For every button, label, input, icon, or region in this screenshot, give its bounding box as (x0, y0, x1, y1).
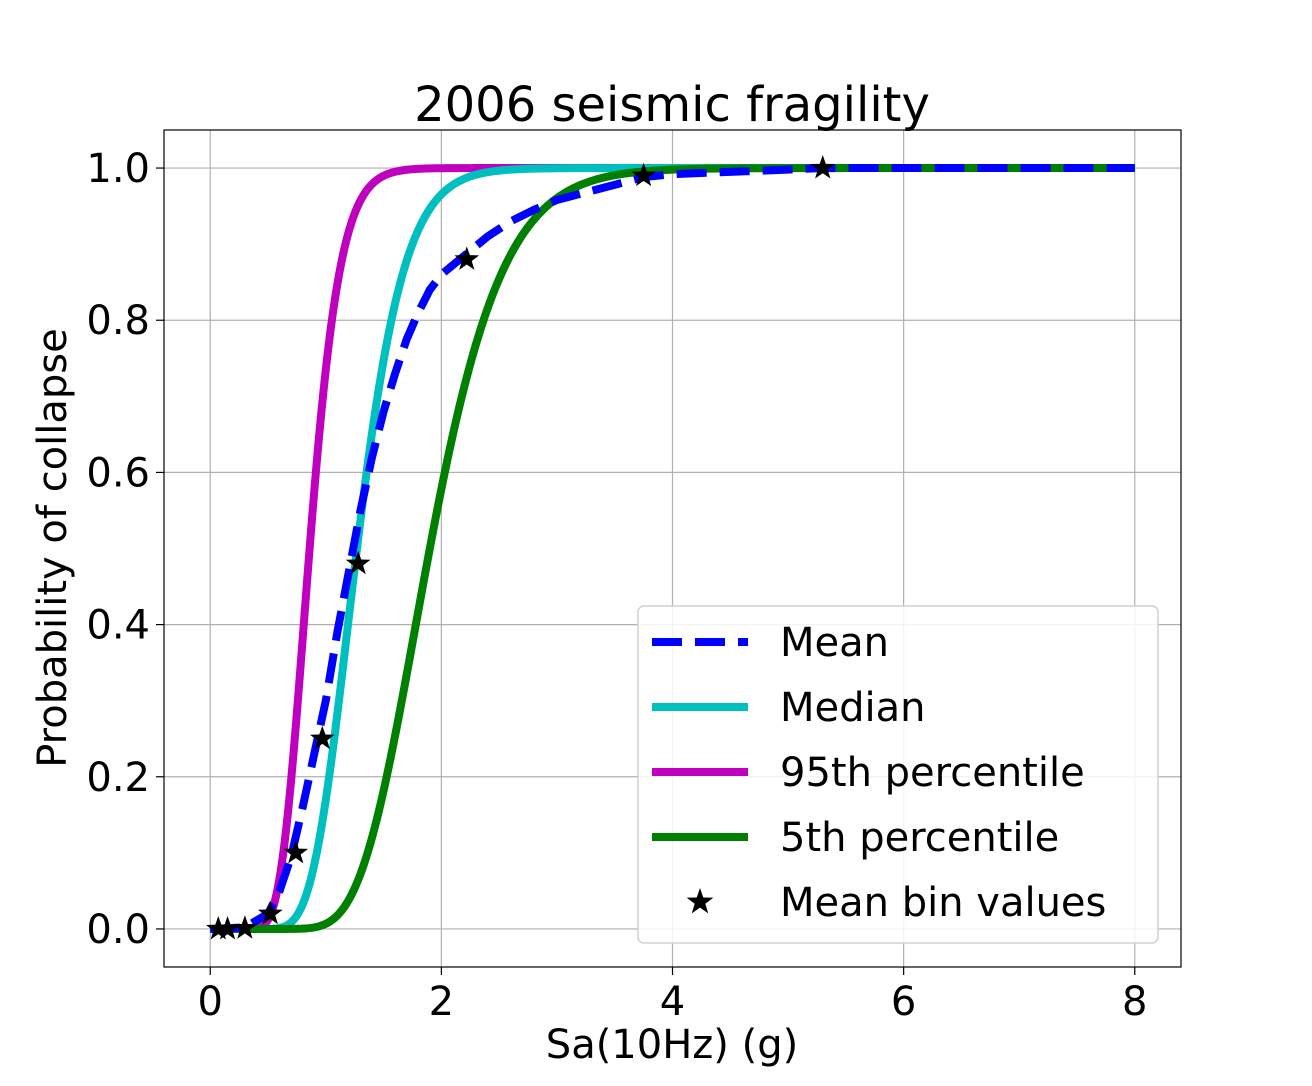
y-tick-label: 0.0 (86, 907, 150, 953)
legend-label-mean: Mean (780, 620, 889, 666)
legend-swatch-mean-bin-values (686, 888, 714, 914)
mean-bin-values-marker (205, 915, 231, 940)
x-tick-label: 2 (429, 979, 454, 1025)
mean-line (210, 164, 1135, 933)
axis-ticks: 0 2 4 6 8 0.0 0.2 0.4 0.6 0.8 1.0 (86, 146, 1147, 1025)
mean-bin-values-marker (810, 155, 836, 179)
y-tick-label: 0.8 (86, 298, 150, 344)
legend-label-5th-percentile: 5th percentile (780, 815, 1059, 861)
y-tick-label: 0.6 (86, 450, 150, 496)
plot-series (205, 155, 1137, 940)
legend: Mean Median 95th percentile 5th percentile M… (637, 605, 1159, 944)
y-tick-label: 0.4 (86, 603, 150, 649)
chart-title: 2006 seismic fragility (414, 77, 930, 133)
legend-label-95th-percentile: 95th percentile (780, 750, 1085, 796)
legend-label-median: Median (780, 685, 926, 731)
y-tick-label: 0.2 (86, 755, 150, 801)
legend-label-mean-bin-values: Mean bin values (780, 880, 1106, 926)
x-tick-label: 0 (198, 979, 223, 1025)
mean-bin-values-marker (257, 900, 283, 925)
mean-bin-values-marker (215, 915, 240, 940)
mean-bin-values-marker (345, 550, 371, 575)
y-tick-label: 1.0 (86, 146, 150, 192)
x-tick-label: 6 (891, 979, 916, 1025)
y-axis-title: Probability of collapse (30, 328, 76, 767)
mean-bin-values-marker (283, 839, 309, 864)
x-axis-title: Sa(10Hz) (g) (546, 1022, 798, 1068)
mean-bin-values-marker (631, 162, 656, 187)
x-tick-label: 8 (1122, 979, 1147, 1025)
legend-box (637, 605, 1159, 944)
x-tick-label: 4 (660, 979, 685, 1025)
mean-bin-values-marker (232, 915, 258, 939)
mean-bin-values-marker (309, 725, 335, 750)
mean-bin-values-marker (454, 246, 480, 270)
